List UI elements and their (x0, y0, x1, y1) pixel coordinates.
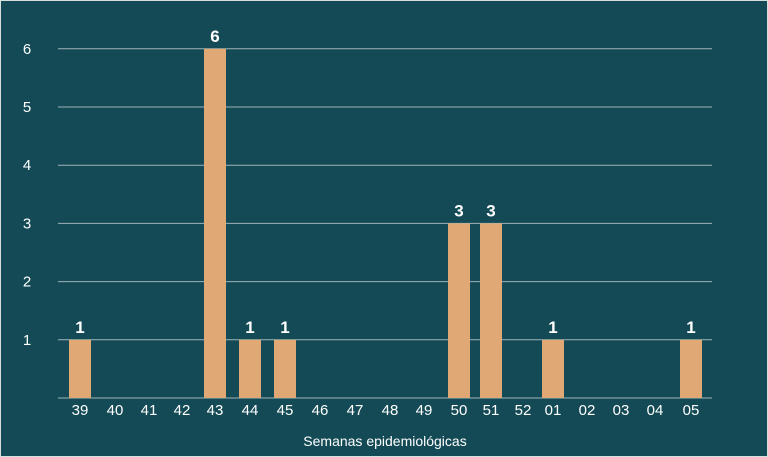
data-label-01: 1 (548, 318, 557, 337)
y-tick-label-2: 2 (23, 274, 31, 291)
x-tick-label-02: 02 (579, 402, 596, 419)
x-tick-label-44: 44 (242, 402, 259, 419)
x-tick-label-43: 43 (207, 402, 224, 419)
gridlines (58, 48, 712, 399)
data-label-51: 3 (486, 201, 495, 220)
x-tick-label-47: 47 (347, 402, 364, 419)
data-label-45: 1 (280, 318, 289, 337)
x-tick-label-04: 04 (647, 402, 664, 419)
y-tick-label-4: 4 (23, 157, 31, 174)
y-tick-label-6: 6 (23, 41, 31, 58)
bar-45 (274, 339, 296, 398)
x-tick-label-52: 52 (515, 402, 532, 419)
x-tick-label-39: 39 (72, 402, 89, 419)
bars (69, 48, 702, 399)
x-tick-label-46: 46 (312, 402, 329, 419)
x-tick-label-40: 40 (107, 402, 124, 419)
bar-44 (239, 339, 261, 398)
bar-01 (542, 339, 564, 398)
x-tick-label-48: 48 (382, 402, 399, 419)
bar-51 (480, 223, 502, 398)
x-tick-label-49: 49 (416, 402, 433, 419)
data-label-44: 1 (245, 318, 254, 337)
y-tick-label-1: 1 (23, 332, 31, 349)
data-label-05: 1 (686, 318, 695, 337)
x-tick-label-50: 50 (451, 402, 468, 419)
x-axis-ticks: 39 40 41 42 43 44 45 46 47 48 49 50 51 52 01 02 03 04 05 (72, 402, 700, 419)
x-tick-label-42: 42 (174, 402, 191, 419)
x-tick-label-03: 03 (613, 402, 630, 419)
y-tick-label-5: 5 (23, 99, 31, 116)
x-tick-label-45: 45 (277, 402, 294, 419)
x-tick-label-01: 01 (545, 402, 562, 419)
y-tick-label-3: 3 (23, 215, 31, 232)
y-axis-ticks: 1 2 3 4 5 6 (23, 41, 31, 349)
data-labels: 161 13 31 1 (75, 27, 695, 337)
x-axis-title: Semanas epidemiológicas (303, 433, 466, 449)
x-tick-label-41: 41 (141, 402, 158, 419)
bar-39 (69, 339, 91, 398)
x-tick-label-05: 05 (683, 402, 700, 419)
bar-43 (204, 48, 226, 399)
bar-05 (680, 339, 702, 398)
bar-50 (448, 223, 470, 398)
x-tick-label-51: 51 (483, 402, 500, 419)
data-label-50: 3 (454, 201, 463, 220)
data-label-39: 1 (75, 318, 84, 337)
data-label-43: 6 (210, 27, 219, 46)
